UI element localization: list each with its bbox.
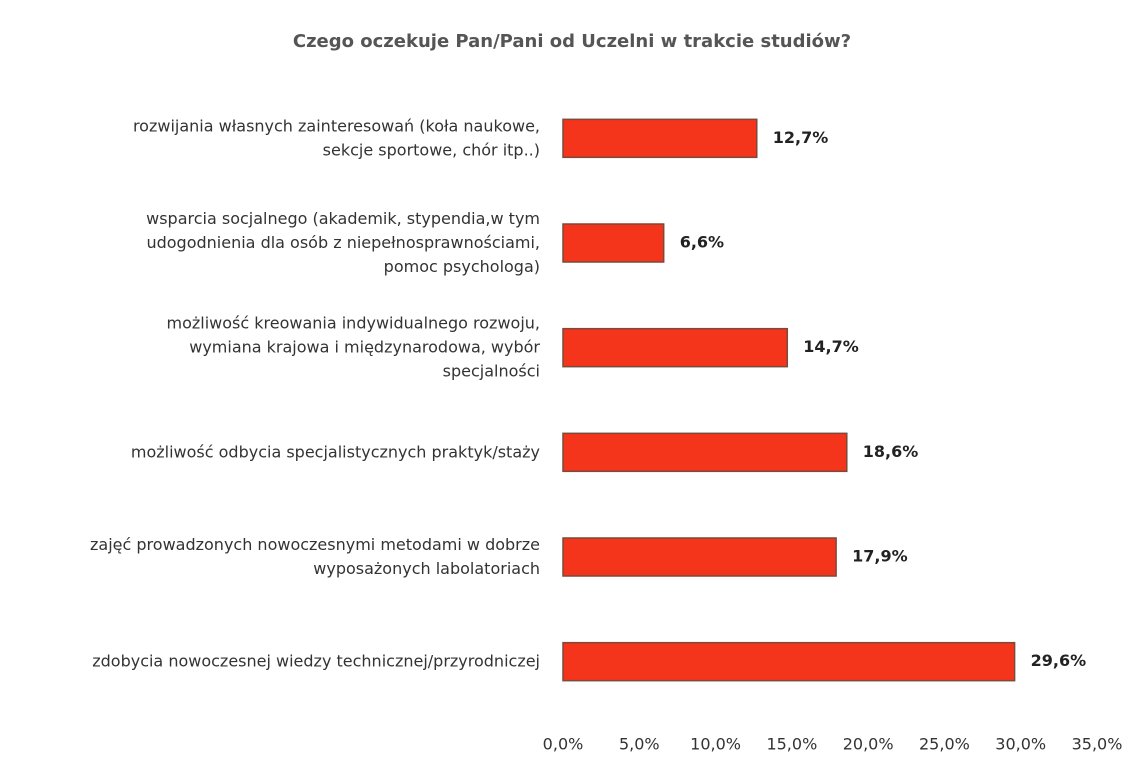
value-label: 17,9% [852, 547, 908, 566]
category-label-line: pomoc psychologa) [384, 257, 540, 276]
category-label: możliwość kreowania indywidualnego rozwo… [166, 313, 540, 380]
category-label-line: specjalności [443, 361, 540, 380]
category-label: wsparcia socjalnego (akademik, stypendia… [146, 209, 540, 276]
category-label-line: możliwość kreowania indywidualnego rozwo… [166, 313, 540, 332]
x-tick-label: 30,0% [995, 735, 1046, 754]
category-label-line: wyposażonych labolatoriach [313, 559, 540, 578]
x-tick-label: 25,0% [919, 735, 970, 754]
x-tick-label: 20,0% [843, 735, 894, 754]
category-label: możliwość odbycia specjalistycznych prak… [131, 442, 540, 461]
x-tick-label: 15,0% [766, 735, 817, 754]
value-label: 14,7% [803, 337, 859, 356]
bar [562, 223, 665, 263]
category-label-line: wsparcia socjalnego (akademik, stypendia… [146, 209, 540, 228]
bar [562, 641, 1016, 682]
category-label: zdobycia nowoczesnej wiedzy technicznej/… [92, 651, 540, 670]
bar [562, 432, 848, 473]
category-label: zajęć prowadzonych nowoczesnymi metodami… [90, 535, 540, 578]
category-label: rozwijania własnych zainteresowań (koła … [133, 116, 540, 159]
category-label-line: wymiana krajowa i międzynarodowa, wybór [189, 337, 540, 356]
x-tick-label: 5,0% [619, 735, 660, 754]
category-label-line: rozwijania własnych zainteresowań (koła … [133, 116, 540, 135]
value-label: 18,6% [863, 442, 919, 461]
bar [562, 537, 837, 577]
category-label-line: sekcje sportowe, chór itp..) [323, 140, 540, 159]
value-label: 12,7% [773, 128, 829, 147]
x-tick-label: 35,0% [1072, 735, 1123, 754]
category-label-line: zdobycia nowoczesnej wiedzy technicznej/… [92, 651, 540, 670]
bar [562, 118, 758, 159]
category-label-line: zajęć prowadzonych nowoczesnymi metodami… [90, 535, 540, 554]
bar [562, 327, 789, 368]
value-label: 6,6% [680, 233, 724, 252]
value-label: 29,6% [1031, 651, 1087, 670]
category-label-line: możliwość odbycia specjalistycznych prak… [131, 442, 540, 461]
x-tick-label: 0,0% [543, 735, 584, 754]
category-label-line: udogodnienia dla osób z niepełnosprawnoś… [146, 233, 540, 252]
chart-title: Czego oczekuje Pan/Pani od Uczelni w tra… [293, 31, 851, 52]
x-tick-label: 10,0% [690, 735, 741, 754]
